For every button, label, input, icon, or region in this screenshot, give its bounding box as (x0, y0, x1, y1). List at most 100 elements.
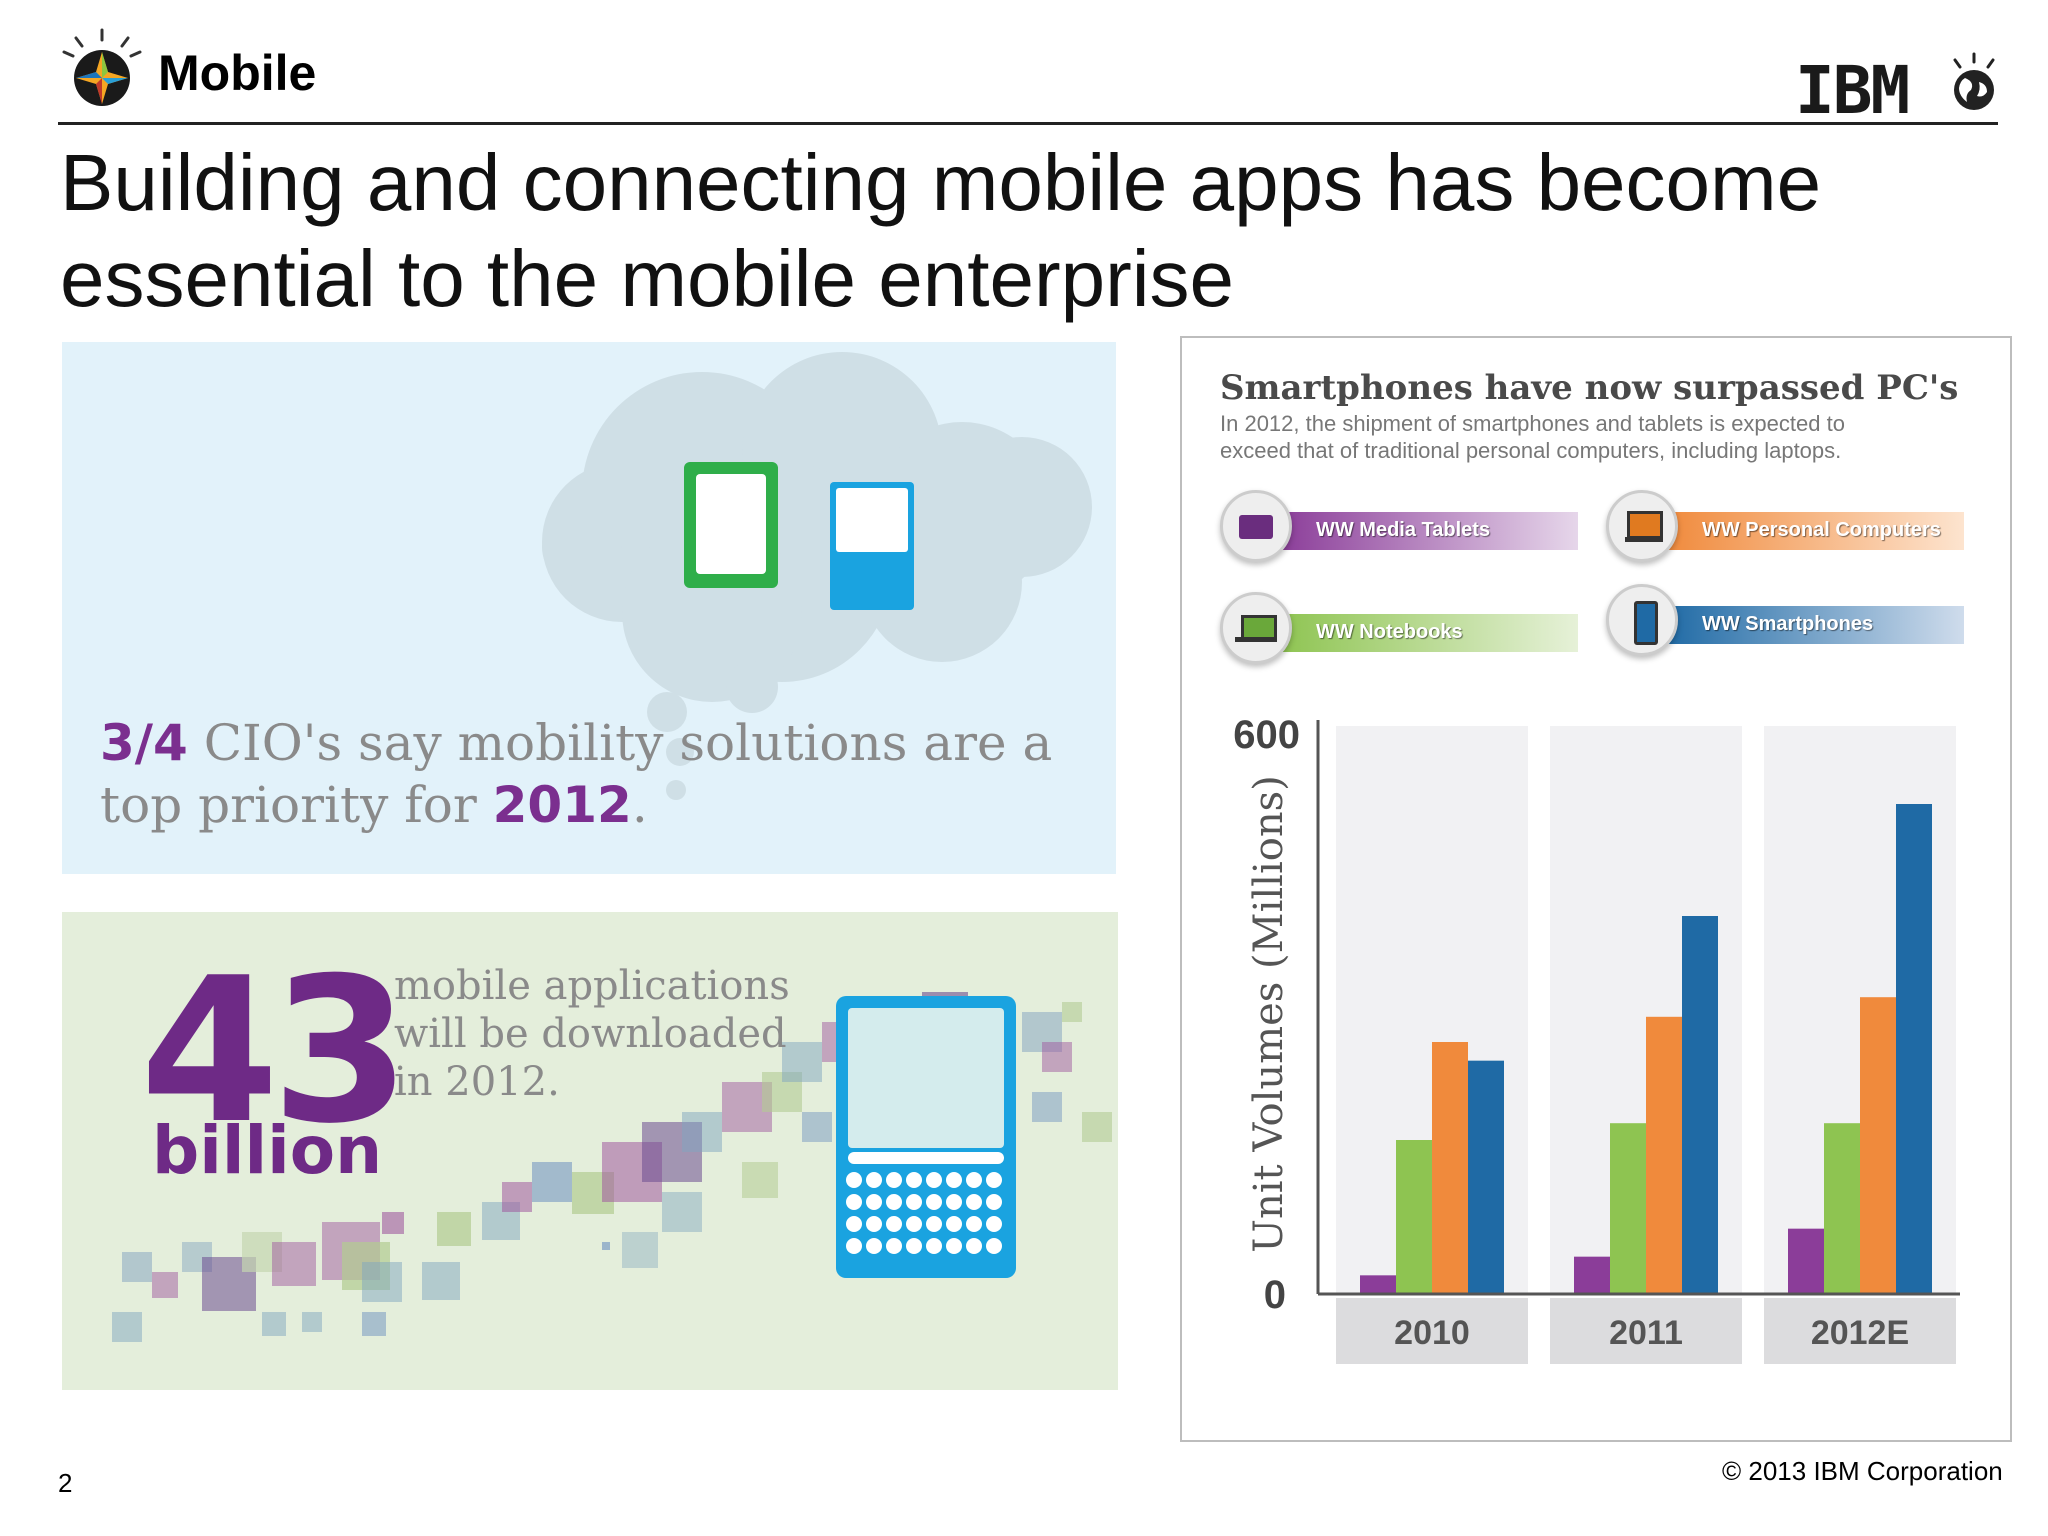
keypad-key (866, 1216, 882, 1232)
bar-ww-personal-computers-2011 (1646, 1016, 1682, 1294)
downloads-number: 43 (140, 935, 410, 1168)
cio-period: . (631, 776, 648, 834)
keypad-key (846, 1216, 862, 1232)
legend-label-personal-computers: WW Personal Computers (1702, 519, 1941, 541)
keypad-key (866, 1238, 882, 1254)
y-tick-label-600: 600 (1233, 713, 1300, 757)
keypad-key (926, 1216, 942, 1232)
mosaic-square (112, 1312, 142, 1342)
keypad-key (966, 1172, 982, 1188)
downloads-unit: billion (152, 1112, 383, 1189)
mosaic-square (662, 1192, 702, 1232)
legend-swatch-personal-computers (1664, 512, 1964, 550)
smartphone-vs-pc-chart-panel: Smartphones have now surpassed PC's In 2… (1180, 336, 2012, 1442)
mosaic-square (1032, 1092, 1062, 1122)
mosaic-square (1062, 1002, 1082, 1022)
keypad-key (886, 1216, 902, 1232)
keypad-key (946, 1238, 962, 1254)
page-number: 2 (58, 1468, 73, 1498)
keypad-key (946, 1216, 962, 1232)
keypad-key (986, 1172, 1002, 1188)
y-tick-label-0: 0 (1264, 1273, 1286, 1317)
mosaic-square (622, 1232, 658, 1268)
phone-icon (830, 482, 914, 610)
category-label-bg-2010 (1336, 1298, 1528, 1364)
keypad-key (946, 1194, 962, 1210)
mosaic-square (782, 1042, 822, 1082)
slide-title-line-1: Building and connecting mobile apps has … (60, 138, 1822, 227)
mosaic-square (802, 1112, 832, 1142)
bar-ww-media-tablets-2011 (1574, 1256, 1610, 1294)
slide-title: Building and connecting mobile apps has … (60, 135, 1960, 327)
x-tick-label-2011: 2011 (1609, 1314, 1683, 1352)
mosaic-square (302, 1312, 322, 1332)
smarter-planet-mobile-icon (62, 28, 142, 106)
bar-chart: 600 0 Unit Volumes (Millions) 2010 2011 2012E (1233, 713, 1960, 1364)
section-label: Mobile (158, 45, 317, 101)
cio-priority-text: 3/4 CIO's say mobility solutions are a t… (100, 712, 1100, 836)
mosaic-square (1042, 1042, 1072, 1072)
x-tick-label-2012E: 2012E (1811, 1314, 1909, 1352)
smartphone-keyboard-icon (836, 996, 1016, 1278)
keypad-key (906, 1238, 922, 1254)
keypad-key (886, 1172, 902, 1188)
legend-swatch-smartphones (1664, 606, 1964, 644)
mosaic-square (602, 1242, 610, 1250)
keypad-key (906, 1172, 922, 1188)
tablet-icon (1220, 490, 1292, 562)
keypad-key (886, 1238, 902, 1254)
bar-ww-smartphones-2012E (1896, 804, 1932, 1294)
mosaic-square (1082, 1112, 1112, 1142)
category-label-bg-2012E (1764, 1298, 1956, 1364)
cio-text-part1: CIO's say mobility solutions are a (187, 714, 1053, 772)
chart-subtitle: In 2012, the shipment of smartphones and… (1220, 410, 1940, 464)
bar-ww-media-tablets-2010 (1360, 1275, 1396, 1294)
smarter-planet-globe-icon (1953, 52, 1995, 110)
app-downloads-panel: 43 billion mobile applications will be d… (62, 912, 1118, 1390)
tablet-icon (684, 462, 778, 588)
keypad-key (966, 1216, 982, 1232)
keypad-key (866, 1172, 882, 1188)
bar-ww-smartphones-2011 (1682, 916, 1718, 1294)
keypad-key (986, 1194, 1002, 1210)
keypad-key (946, 1172, 962, 1188)
cio-fraction: 3/4 (100, 714, 188, 772)
mosaic-square (362, 1262, 402, 1302)
chart-subtitle-line-2: exceed that of traditional personal comp… (1220, 438, 1842, 463)
keypad-key (966, 1238, 982, 1254)
desktop-computer-icon (1606, 490, 1678, 562)
keypad-key (866, 1194, 882, 1210)
mosaic-square (272, 1242, 316, 1286)
keypad-key (846, 1172, 862, 1188)
bar-ww-smartphones-2010 (1468, 1060, 1504, 1294)
keypad-key (986, 1238, 1002, 1254)
keypad-key (886, 1194, 902, 1210)
downloads-line-2: will be downloaded (394, 1011, 787, 1057)
keypad-key (906, 1194, 922, 1210)
copyright: © 2013 IBM Corporation (1722, 1456, 2003, 1486)
keypad-key (926, 1194, 942, 1210)
downloads-line-1: mobile applications (394, 963, 790, 1009)
bar-ww-notebooks-2011 (1610, 1123, 1646, 1294)
laptop-icon (1220, 592, 1292, 664)
keypad-key (926, 1238, 942, 1254)
keypad-key (846, 1194, 862, 1210)
bar-ww-personal-computers-2010 (1432, 1042, 1468, 1294)
mosaic-square (422, 1262, 460, 1300)
keypad-key (986, 1216, 1002, 1232)
keypad-key (926, 1172, 942, 1188)
x-tick-label-2010: 2010 (1394, 1314, 1470, 1352)
downloads-description: mobile applications will be downloaded i… (394, 962, 814, 1106)
legend-label-notebooks: WW Notebooks (1316, 621, 1463, 643)
mosaic-square (382, 1212, 404, 1234)
mosaic-square (362, 1312, 386, 1336)
downloads-line-3: in 2012. (394, 1059, 560, 1105)
mosaic-square (437, 1212, 471, 1246)
bar-ww-personal-computers-2012E (1860, 997, 1896, 1294)
chart-subtitle-line-1: In 2012, the shipment of smartphones and… (1220, 411, 1845, 436)
bar-ww-notebooks-2012E (1824, 1123, 1860, 1294)
mosaic-square (502, 1182, 532, 1212)
smartphone-icon (1606, 584, 1678, 656)
cio-priority-panel: 3/4 CIO's say mobility solutions are a t… (62, 342, 1116, 874)
keypad-key (846, 1238, 862, 1254)
